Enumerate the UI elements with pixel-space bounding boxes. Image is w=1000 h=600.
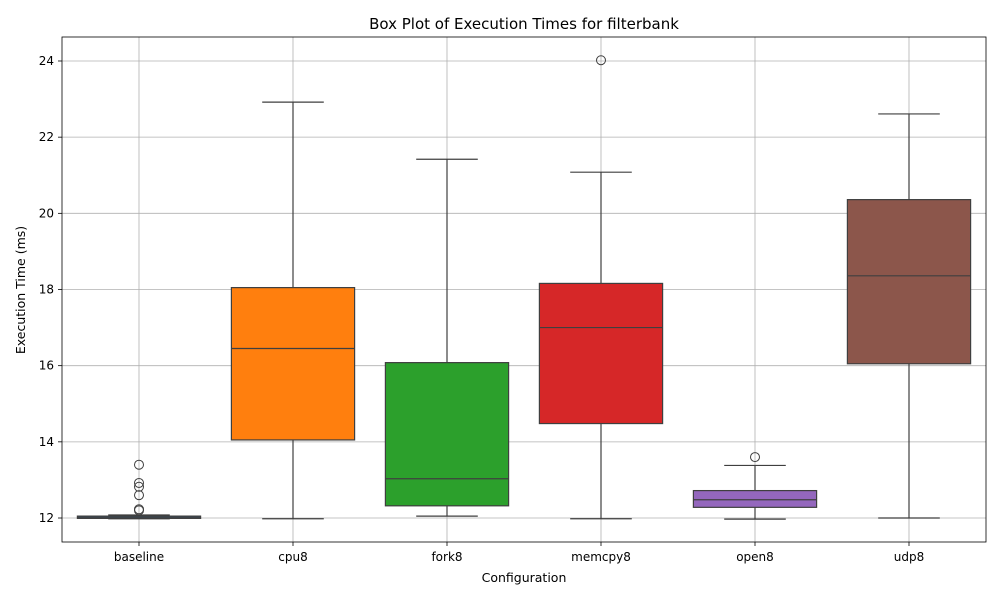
x-tick-label: baseline: [114, 550, 164, 564]
x-tick-label: udp8: [894, 550, 924, 564]
box-baseline: [76, 459, 202, 520]
box-iqr: [230, 286, 356, 441]
y-tick-label: 18: [39, 283, 54, 297]
outlier-point: [750, 452, 760, 463]
box-fork8: [384, 158, 510, 517]
outlier-point: [134, 481, 144, 492]
outlier-point: [134, 477, 144, 488]
y-axis-ticks: 12 14 16 18 20 22 24: [39, 54, 62, 525]
outlier-point: [134, 490, 144, 501]
chart-title: Box Plot of Execution Times for filterba…: [369, 15, 679, 33]
outlier-point: [596, 55, 606, 66]
box-iqr: [692, 489, 818, 508]
box-cpu8: [230, 101, 356, 520]
outlier-point: [134, 459, 144, 470]
x-tick-label: memcpy8: [571, 550, 631, 564]
y-tick-label: 12: [39, 511, 54, 525]
x-tick-label: open8: [736, 550, 774, 564]
box-memcpy8: [538, 55, 664, 520]
y-tick-label: 24: [39, 54, 54, 68]
y-tick-label: 16: [39, 359, 54, 373]
box-open8: [692, 452, 818, 520]
y-tick-label: 14: [39, 435, 54, 449]
box-iqr: [538, 282, 664, 425]
y-axis-label: Execution Time (ms): [13, 226, 28, 354]
outlier-point: [134, 504, 144, 515]
y-tick-label: 20: [39, 206, 54, 220]
x-tick-label: cpu8: [278, 550, 307, 564]
box-iqr: [384, 362, 510, 507]
box-iqr: [846, 199, 972, 365]
x-axis-ticks: baseline cpu8 fork8 memcpy8 open8 udp8: [114, 542, 924, 564]
x-axis-label: Configuration: [482, 570, 567, 585]
boxes: [76, 55, 972, 520]
box-udp8: [846, 113, 972, 519]
x-tick-label: fork8: [431, 550, 462, 564]
y-tick-label: 22: [39, 130, 54, 144]
